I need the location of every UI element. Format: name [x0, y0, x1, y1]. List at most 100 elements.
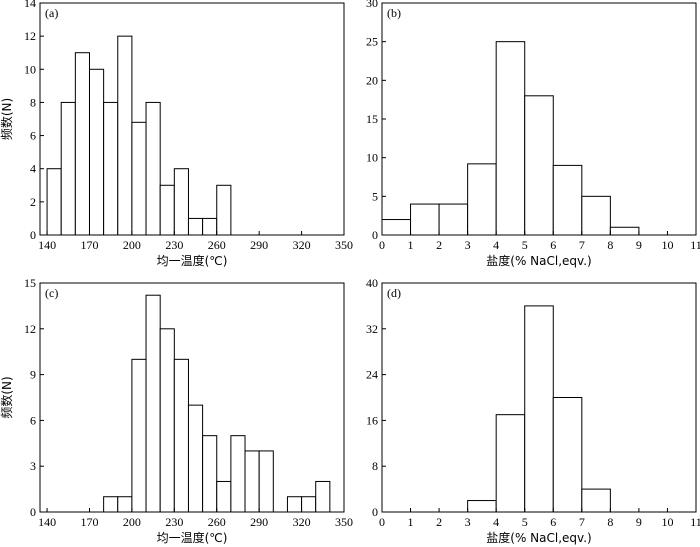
x-axis-title-c: 均一温度(℃)	[157, 530, 228, 545]
panel-label-b: (b)	[387, 6, 401, 20]
x-tick-label-b-4: 4	[493, 238, 499, 252]
bar-c-9	[230, 435, 246, 513]
x-tick-label-b-2: 2	[436, 238, 442, 252]
bar-a-5	[117, 35, 133, 236]
plot-frame-a	[39, 2, 345, 236]
bar-d-3	[552, 397, 583, 513]
x-tick-label-b-9: 9	[636, 238, 642, 252]
y-tick-label-a-2: 4	[30, 162, 36, 176]
y-tick-label-c-2: 6	[30, 413, 36, 427]
bar-c-2	[131, 358, 147, 513]
x-tick-label-d-2: 2	[436, 515, 442, 529]
y-tick-label-d-4: 32	[366, 322, 378, 336]
bar-a-4	[103, 101, 119, 236]
bar-c-13	[301, 496, 317, 513]
bar-a-9	[173, 168, 189, 236]
y-tick-label-a-7: 14	[24, 0, 36, 10]
bar-d-0	[467, 500, 497, 513]
bar-d-1	[495, 414, 526, 513]
x-tick-label-b-1: 1	[408, 238, 414, 252]
x-tick-label-b-11: 11	[690, 238, 700, 252]
y-tick-label-c-4: 12	[24, 322, 36, 336]
bar-a-12	[216, 184, 232, 236]
bar-b-7	[581, 195, 611, 236]
y-tick-label-a-5: 10	[24, 62, 36, 76]
y-tick-label-d-2: 16	[366, 413, 378, 427]
x-axis-title-a: 均一温度(℃)	[157, 253, 228, 268]
y-tick-label-b-5: 25	[366, 35, 378, 49]
bar-a-6	[131, 121, 147, 236]
bar-a-10	[187, 217, 204, 236]
x-tick-label-c-2: 200	[123, 515, 141, 529]
x-tick-label-b-0: 0	[379, 238, 385, 252]
bar-c-1	[117, 496, 133, 513]
bar-d-4	[581, 488, 611, 513]
bar-b-5	[524, 95, 554, 236]
bar-b-1	[410, 203, 440, 236]
y-tick-label-b-1: 5	[372, 189, 378, 203]
panel-label-a: (a)	[45, 6, 58, 20]
x-tick-label-d-6: 6	[550, 515, 556, 529]
x-tick-label-c-0: 140	[38, 515, 56, 529]
y-tick-label-a-1: 2	[30, 195, 36, 209]
bar-d-2	[524, 305, 554, 513]
x-tick-label-b-3: 3	[465, 238, 471, 252]
bar-b-0	[381, 219, 412, 236]
x-tick-label-b-10: 10	[661, 238, 673, 252]
bar-a-3	[88, 68, 105, 236]
x-tick-label-b-5: 5	[522, 238, 528, 252]
panel-label-d: (d)	[387, 286, 401, 300]
y-tick-label-c-3: 9	[30, 368, 36, 382]
x-tick-label-b-7: 7	[579, 238, 585, 252]
bar-c-12	[286, 496, 303, 513]
bar-b-2	[438, 203, 469, 236]
bar-c-4	[159, 328, 175, 513]
x-tick-label-c-3: 230	[165, 515, 183, 529]
x-tick-label-b-6: 6	[550, 238, 556, 252]
x-axis-title-d: 盐度(% NaCl,eqv.)	[486, 530, 591, 545]
bar-a-11	[202, 217, 218, 236]
bar-c-6	[187, 404, 204, 513]
x-tick-label-a-6: 320	[293, 238, 311, 252]
x-tick-label-b-8: 8	[607, 238, 613, 252]
x-tick-label-d-1: 1	[408, 515, 414, 529]
bar-c-3	[145, 294, 161, 513]
bar-a-1	[60, 101, 76, 236]
y-axis-title-c: 频数(N)	[0, 376, 14, 418]
x-tick-label-d-3: 3	[465, 515, 471, 529]
y-tick-label-d-1: 8	[372, 459, 378, 473]
x-tick-label-a-3: 230	[165, 238, 183, 252]
y-tick-label-b-3: 15	[366, 112, 378, 126]
bar-b-3	[467, 163, 497, 236]
bar-c-0	[103, 496, 119, 513]
bar-a-2	[74, 52, 90, 236]
y-axis-title-a: 频数(N)	[0, 98, 14, 140]
bar-c-5	[173, 358, 189, 513]
y-tick-label-c-0: 0	[30, 505, 36, 519]
bar-c-7	[202, 435, 218, 513]
x-axis-title-b: 盐度(% NaCl,eqv.)	[486, 253, 591, 268]
x-tick-label-c-5: 290	[250, 515, 268, 529]
x-tick-label-c-6: 320	[293, 515, 311, 529]
y-tick-label-a-4: 8	[30, 95, 36, 109]
x-tick-label-c-7: 350	[335, 515, 353, 529]
y-tick-label-c-1: 3	[30, 459, 36, 473]
y-tick-label-b-6: 30	[366, 0, 378, 10]
y-tick-label-b-2: 10	[366, 151, 378, 165]
panel-label-c: (c)	[45, 286, 58, 300]
y-tick-label-b-0: 0	[372, 228, 378, 242]
x-tick-label-d-0: 0	[379, 515, 385, 529]
x-tick-label-d-5: 5	[522, 515, 528, 529]
x-tick-label-a-4: 260	[208, 238, 226, 252]
panel-c: 140 170 200 230 260 290 320 350 0 3 6 9 12 15 (c) 均一温度(…	[0, 276, 353, 545]
y-tick-label-d-5: 40	[366, 276, 378, 290]
x-tick-label-a-0: 140	[38, 238, 56, 252]
x-tick-label-d-4: 4	[493, 515, 499, 529]
x-tick-label-c-1: 170	[80, 515, 98, 529]
bar-a-8	[159, 184, 175, 236]
x-tick-label-d-11: 11	[690, 515, 700, 529]
y-tick-label-b-4: 20	[366, 73, 378, 87]
x-tick-label-a-2: 200	[123, 238, 141, 252]
y-tick-label-a-6: 12	[24, 29, 36, 43]
